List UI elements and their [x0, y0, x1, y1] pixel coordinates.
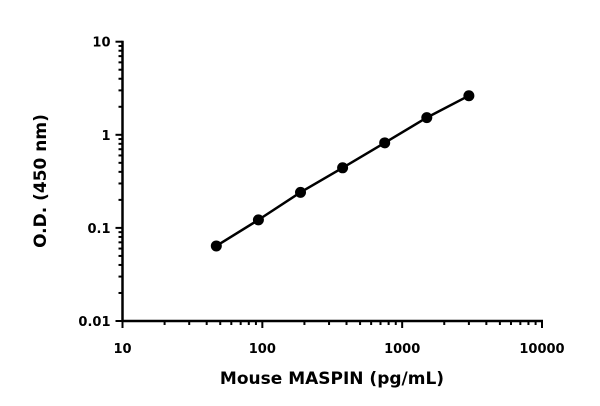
y-tick-label: 0.1 — [87, 222, 110, 237]
y-tick-label: 0.01 — [78, 315, 110, 330]
data-point — [295, 186, 307, 198]
y-tick-label: 10 — [92, 36, 110, 51]
data-point — [210, 240, 222, 252]
data-point — [379, 137, 391, 149]
data-point — [463, 90, 475, 102]
data-point — [337, 162, 349, 174]
data-point — [252, 214, 264, 226]
series — [210, 90, 475, 252]
axes — [121, 40, 543, 323]
x-tick-label: 10000 — [519, 342, 564, 357]
x-tick-label: 10 — [113, 342, 131, 357]
x-tick-label: 100 — [249, 342, 276, 357]
y-axis-title: O.D. (450 nm) — [31, 114, 51, 248]
y-tick-labels: 0.01 0.1 1 10 — [78, 36, 110, 330]
ticks — [115, 40, 543, 328]
y-tick-label: 1 — [101, 129, 110, 144]
x-axis-title: Mouse MASPIN (pg/mL) — [220, 369, 444, 389]
x-tick-labels: 10 100 1000 10000 — [113, 342, 564, 357]
x-tick-label: 1000 — [384, 342, 420, 357]
data-point — [421, 112, 433, 124]
